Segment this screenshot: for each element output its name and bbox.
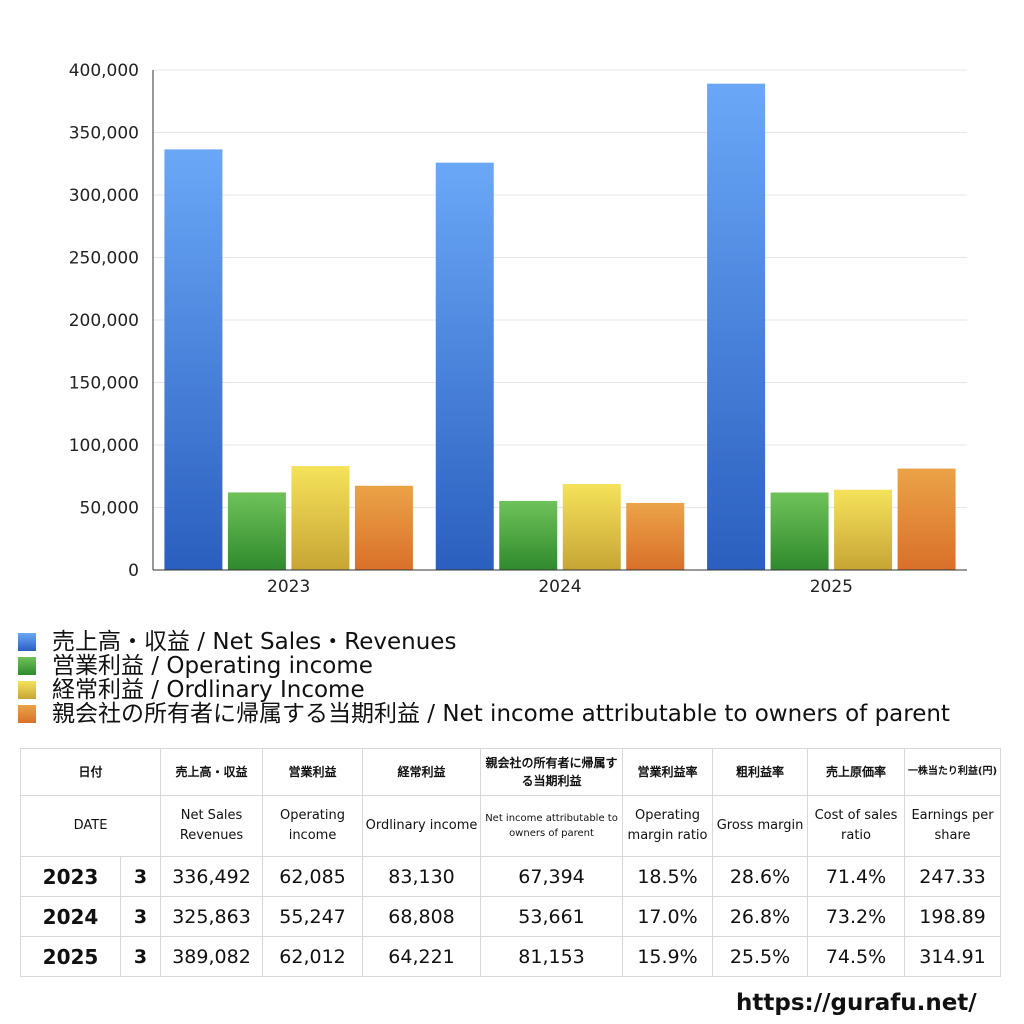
header-date-en: DATE — [19, 795, 162, 857]
cell-gross: 25.5% — [712, 936, 809, 977]
cell-month: 3 — [119, 856, 162, 897]
cell-year: 2024 — [20, 896, 121, 937]
cell-month: 3 — [119, 896, 162, 937]
header-net-en: Net income attributable to owners of par… — [480, 795, 624, 857]
bar-2025-series-2 — [770, 492, 829, 570]
cell-cost: 73.2% — [807, 896, 906, 937]
bar-2025-series-1 — [707, 83, 766, 571]
legend-label-sales: 売上高・収益 / Net Sales・Revenues — [52, 629, 457, 655]
header-eps-jp: 一株当たり利益(円) — [904, 748, 1002, 796]
legend-label-net: 親会社の所有者に帰属する当期利益 / Net income attributab… — [52, 701, 950, 727]
cell-ordinary: 83,130 — [362, 856, 482, 897]
legend-item-operating: 営業利益 / Operating income — [18, 654, 950, 678]
cell-operating: 55,247 — [262, 896, 364, 937]
bar-2023-series-3 — [291, 466, 350, 570]
bar-2023-series-2 — [227, 492, 286, 570]
cell-sales: 325,863 — [160, 896, 264, 937]
x-tick-label: 2024 — [538, 577, 581, 597]
cell-gross: 28.6% — [712, 856, 809, 897]
table-header-en: DATE Net Sales Revenues Operating income… — [19, 795, 1002, 857]
cell-net: 67,394 — [480, 856, 624, 897]
header-operating-en: Operating income — [262, 795, 364, 857]
y-tick-label: 350,000 — [69, 124, 139, 144]
cell-year: 2023 — [20, 856, 121, 897]
header-cost-jp: 売上原価率 — [807, 748, 906, 796]
cell-op-margin: 15.9% — [622, 936, 714, 977]
legend-item-sales: 売上高・収益 / Net Sales・Revenues — [18, 630, 950, 654]
legend: 売上高・収益 / Net Sales・Revenues 営業利益 / Opera… — [18, 630, 950, 726]
bar-2024-series-2 — [499, 500, 558, 570]
y-tick-label: 300,000 — [69, 186, 139, 206]
header-cost-en: Cost of sales ratio — [807, 795, 906, 857]
cell-month: 3 — [119, 936, 162, 977]
table-row: 2023 3 336,492 62,085 83,130 67,394 18.5… — [20, 856, 1002, 897]
cell-op-margin: 18.5% — [622, 856, 714, 897]
bar-chart: 0 50,000 100,000 150,000 200,000 250,000 300,0… — [69, 61, 967, 597]
cell-net: 53,661 — [480, 896, 624, 937]
cell-operating: 62,012 — [262, 936, 364, 977]
y-tick-label: 0 — [128, 561, 139, 581]
y-tick-label: 150,000 — [69, 374, 139, 394]
cell-net: 81,153 — [480, 936, 624, 977]
watermark-url: https://gurafu.net/ — [736, 990, 977, 1016]
y-tick-label: 200,000 — [69, 311, 139, 331]
bar-2023-series-4 — [354, 485, 413, 570]
cell-cost: 71.4% — [807, 856, 906, 897]
x-tick-label: 2023 — [267, 577, 310, 597]
bar-2025-series-4 — [897, 468, 956, 570]
cell-sales: 389,082 — [160, 936, 264, 977]
y-tick-label: 400,000 — [69, 61, 139, 81]
bar-2024-series-1 — [435, 162, 494, 570]
legend-swatch-sales — [18, 633, 36, 651]
header-ordinary-en: Ordlinary income — [362, 795, 482, 857]
cell-gross: 26.8% — [712, 896, 809, 937]
x-tick-label: 2025 — [810, 577, 853, 597]
header-date-jp: 日付 — [19, 748, 162, 796]
y-tick-label: 250,000 — [69, 249, 139, 269]
cell-op-margin: 17.0% — [622, 896, 714, 937]
header-sales-jp: 売上高・収益 — [160, 748, 264, 796]
legend-swatch-ordinary — [18, 681, 36, 699]
bar-2023-series-1 — [164, 149, 223, 570]
cell-year: 2025 — [20, 936, 121, 977]
header-ordinary-jp: 経常利益 — [362, 748, 482, 796]
legend-item-net: 親会社の所有者に帰属する当期利益 / Net income attributab… — [18, 702, 950, 726]
legend-label-operating: 営業利益 / Operating income — [52, 653, 373, 679]
cell-ordinary: 68,808 — [362, 896, 482, 937]
cell-eps: 247.33 — [904, 856, 1002, 897]
table-header-jp: 日付 売上高・収益 営業利益 経常利益 親会社の所有者に帰属する当期利益 営業利… — [19, 748, 1002, 796]
legend-swatch-net — [18, 705, 36, 723]
header-eps-en: Earnings per share — [904, 795, 1002, 857]
cell-eps: 314.91 — [904, 936, 1002, 977]
bar-2024-series-4 — [626, 502, 685, 570]
table-row: 2024 3 325,863 55,247 68,808 53,661 17.0… — [20, 896, 1002, 937]
header-operating-jp: 営業利益 — [262, 748, 364, 796]
cell-sales: 336,492 — [160, 856, 264, 897]
legend-item-ordinary: 経常利益 / Ordlinary Income — [18, 678, 950, 702]
cell-operating: 62,085 — [262, 856, 364, 897]
legend-label-ordinary: 経常利益 / Ordlinary Income — [52, 677, 365, 703]
header-op-margin-en: Operating margin ratio — [622, 795, 714, 857]
cell-cost: 74.5% — [807, 936, 906, 977]
chart-area: 0 50,000 100,000 150,000 200,000 250,000 300,0… — [69, 61, 967, 597]
y-tick-label: 100,000 — [69, 436, 139, 456]
bar-2024-series-3 — [562, 483, 621, 570]
table-row: 2025 3 389,082 62,012 64,221 81,153 15.9… — [20, 936, 1002, 977]
bar-2025-series-3 — [834, 489, 893, 570]
legend-swatch-operating — [18, 657, 36, 675]
header-op-margin-jp: 営業利益率 — [622, 748, 714, 796]
header-sales-en: Net Sales Revenues — [160, 795, 264, 857]
header-net-jp: 親会社の所有者に帰属する当期利益 — [480, 748, 624, 796]
header-gross-jp: 粗利益率 — [712, 748, 809, 796]
financial-table: 日付 売上高・収益 営業利益 経常利益 親会社の所有者に帰属する当期利益 営業利… — [19, 748, 1002, 977]
y-tick-label: 50,000 — [80, 499, 139, 519]
cell-ordinary: 64,221 — [362, 936, 482, 977]
cell-eps: 198.89 — [904, 896, 1002, 937]
header-gross-en: Gross margin — [712, 795, 809, 857]
